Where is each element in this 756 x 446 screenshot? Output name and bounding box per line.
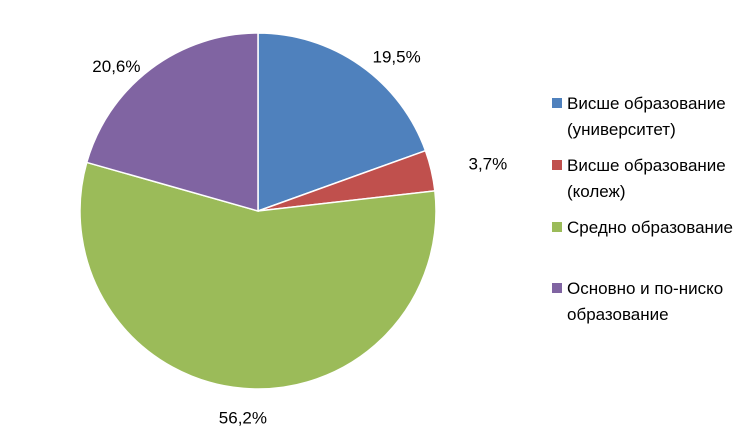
legend-entry-4: Основно и по-ниско образование [552,279,723,324]
pie-slice-1 [257,32,427,213]
data-label-2: 3,7% [469,154,508,173]
data-label-4: 20,6% [92,57,140,76]
legend-entry-1: Висше образование (университет) [552,94,726,139]
legend-label-4: Основно и по-ниско образование [567,279,723,324]
legend-label-2: Висше образование (колеж) [567,156,726,201]
legend-label-3: Средно образование [567,218,733,237]
pie-slice-3 [79,161,437,390]
legend-entry-2: Висше образование (колеж) [552,156,726,201]
legend-swatch-4 [552,283,562,293]
legend-label-1: Висше образование (университет) [567,94,726,139]
data-labels: 19,5% 3,7% 56,2% 20,6% [92,48,507,428]
legend-entry-3: Средно образование [552,218,733,237]
legend-swatch-2 [552,160,562,170]
data-label-3: 56,2% [219,409,267,428]
pie-slice-4 [85,32,259,212]
legend-swatch-1 [552,98,562,108]
data-label-1: 19,5% [373,48,421,67]
legend-swatch-3 [552,222,562,232]
pie-slices [79,32,437,390]
legend: Висше образование (университет) Висше обра… [552,94,733,324]
